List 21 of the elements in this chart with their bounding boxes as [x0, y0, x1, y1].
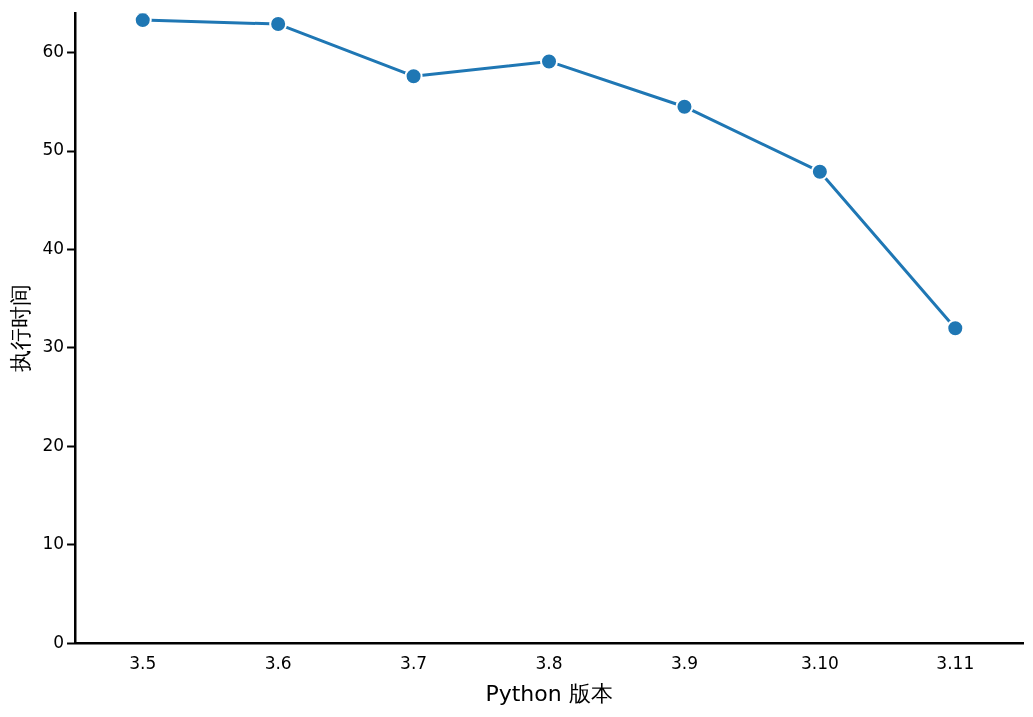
point [404, 67, 423, 86]
x-tick-label: 3.5 [129, 652, 157, 673]
y-tick-label: 60 [42, 41, 65, 61]
x-tick-label: 3.11 [936, 652, 975, 673]
y-tick-label: 10 [42, 533, 65, 554]
y-tick-label: 50 [42, 139, 65, 160]
y-tick-label: 0 [53, 631, 65, 652]
x-axis-title: Python 版本 [485, 680, 613, 706]
y-tick-label: 30 [42, 336, 65, 357]
y-axis-title: 执行时间 [7, 284, 33, 373]
point [946, 319, 965, 338]
y-tick-label: 20 [42, 434, 65, 455]
x-tick-label: 3.10 [800, 652, 839, 673]
x-tick-label: 3.9 [670, 652, 698, 673]
y-tick-label: 40 [42, 237, 65, 258]
x-tick-label: 3.7 [400, 652, 428, 673]
x-tick-label: 3.6 [264, 652, 292, 673]
point [675, 97, 694, 116]
point [810, 162, 829, 181]
point [540, 52, 559, 71]
x-tick-label: 3.8 [535, 652, 563, 673]
